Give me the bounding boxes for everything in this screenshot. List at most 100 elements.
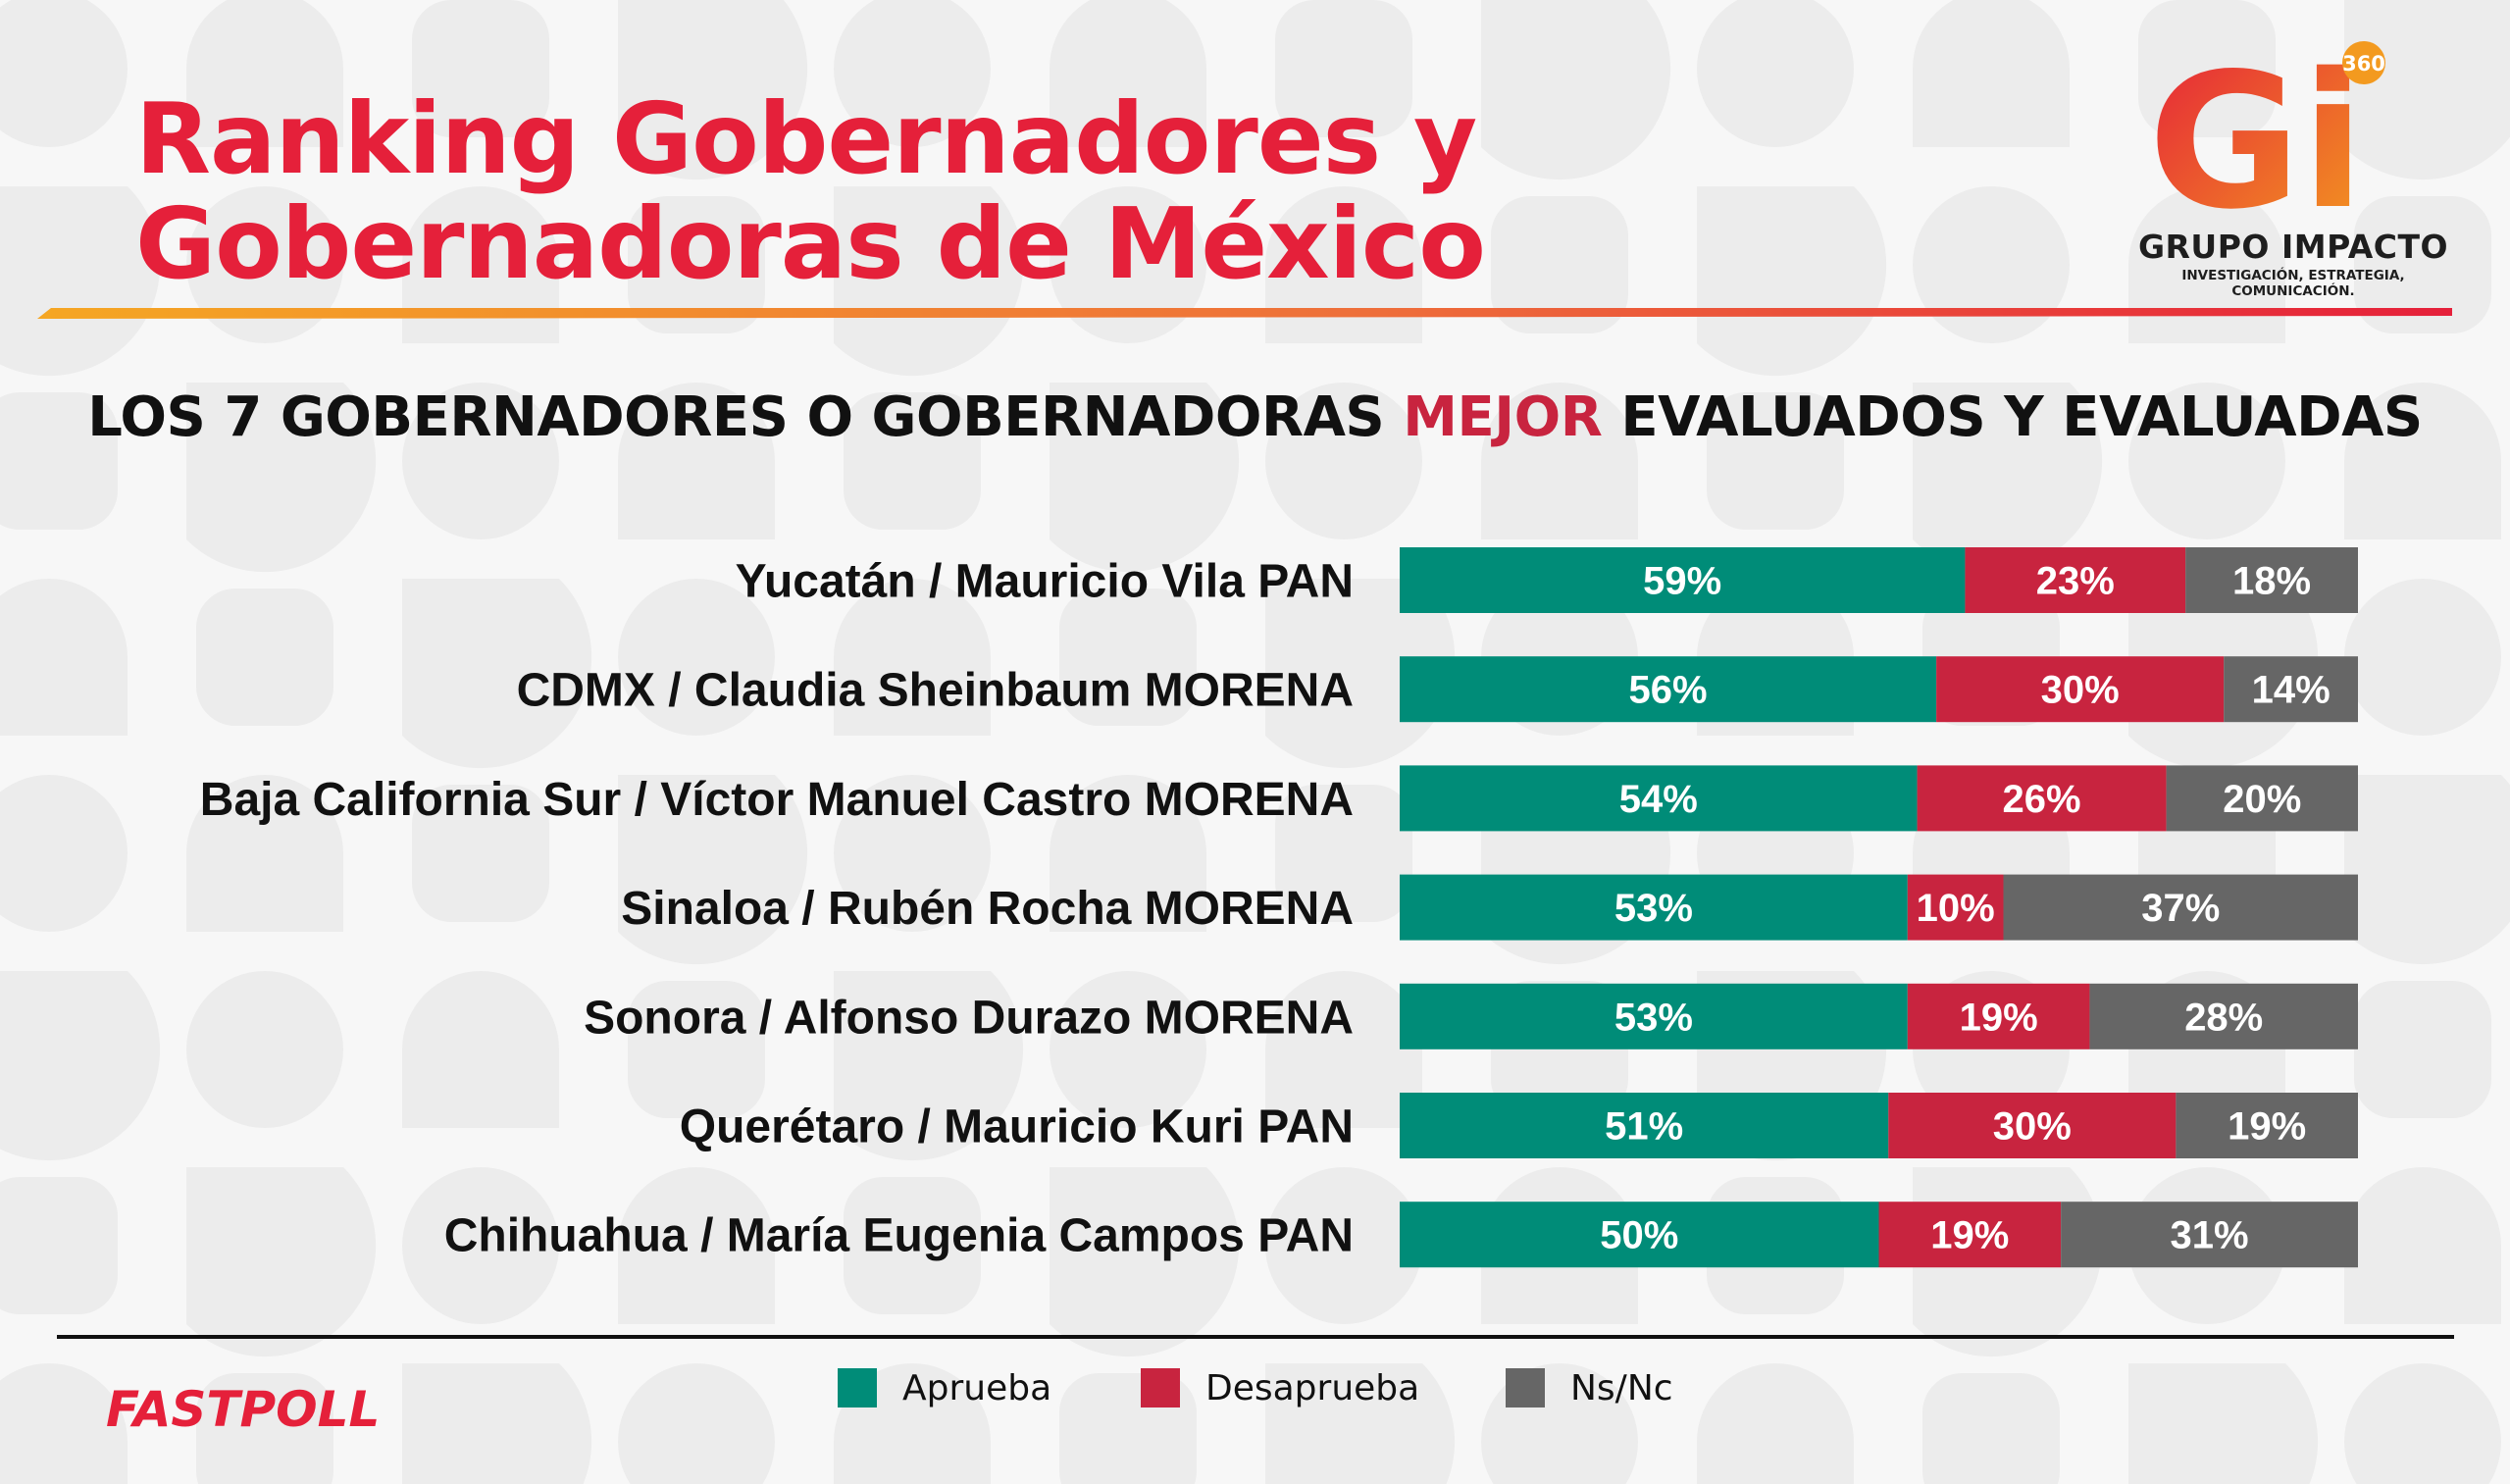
data-label-aprueba: 51% <box>1605 1105 1683 1149</box>
bg-pattern-shape <box>2344 775 2510 965</box>
bg-pattern-shape <box>402 1167 559 1324</box>
legend-item-nsnc: Ns/Nc <box>1506 1366 1673 1409</box>
bg-pattern-shape <box>1913 383 2103 573</box>
category-label: Chihuahua / María Eugenia Campos PAN <box>444 1210 1354 1262</box>
title-line-1: Ranking Gobernadores y <box>135 81 1477 196</box>
bg-pattern-shape <box>0 392 118 530</box>
bg-pattern-shape <box>1913 0 2070 147</box>
subtitle-suffix: EVALUADOS Y EVALUADAS <box>1620 385 2423 449</box>
bg-pattern-shape <box>1913 186 2070 343</box>
data-label-aprueba: 54% <box>1619 778 1698 821</box>
bg-pattern-shape <box>1481 383 1638 539</box>
data-label-nsnc: 14% <box>2252 669 2331 712</box>
legend-label-desaprueba: Desaprueba <box>1205 1367 1420 1408</box>
svg-text:Gi: Gi <box>2148 39 2365 250</box>
bg-pattern-shape <box>2128 186 2285 343</box>
bg-pattern-shape <box>2344 0 2510 180</box>
bg-pattern-shape <box>834 775 991 932</box>
data-label-nsnc: 18% <box>2232 560 2311 603</box>
bar-segment-desaprueba <box>1936 656 2225 723</box>
bg-pattern-shape <box>1265 1363 1456 1484</box>
bg-pattern-shape <box>1050 383 1240 573</box>
category-label: Sinaloa / Rubén Rocha MORENA <box>621 883 1354 935</box>
category-label: CDMX / Claudia Sheinbaum MORENA <box>517 665 1354 717</box>
bg-pattern-shape <box>0 1363 128 1484</box>
bar-segment-nsnc <box>2089 983 2358 1049</box>
data-label-nsnc: 37% <box>2141 887 2220 930</box>
bg-pattern-shape <box>0 1177 118 1314</box>
bg-pattern-shape <box>618 1167 775 1324</box>
bg-pattern-shape <box>834 579 991 736</box>
bg-pattern-shape <box>2344 1167 2501 1324</box>
data-label-nsnc: 19% <box>2228 1105 2306 1149</box>
bg-pattern-shape <box>628 981 765 1118</box>
bg-pattern-shape <box>412 785 549 922</box>
bg-pattern-shape <box>834 186 1024 377</box>
bg-pattern-shape <box>618 1363 775 1484</box>
bar-segment-nsnc <box>2224 656 2358 723</box>
bar-segment-desaprueba <box>1965 547 2186 613</box>
data-label-aprueba: 50% <box>1600 1214 1678 1257</box>
legend-swatch-desaprueba <box>1141 1368 1180 1407</box>
bg-pattern-shape <box>618 0 808 180</box>
bar-segment-desaprueba <box>1888 1093 2177 1158</box>
bar-segment-aprueba <box>1400 1202 1879 1268</box>
category-label: Sonora / Alfonso Durazo MORENA <box>584 992 1354 1044</box>
bg-pattern-shape <box>1697 1363 1854 1484</box>
bg-pattern-shape <box>1265 186 1422 343</box>
bg-pattern-shape <box>618 775 808 965</box>
bg-pattern-shape <box>1481 0 1671 180</box>
bg-pattern-shape <box>2344 579 2501 736</box>
header-divider <box>37 308 2452 319</box>
data-label-desaprueba: 19% <box>1960 996 2038 1039</box>
bg-pattern-shape <box>196 1373 333 1484</box>
bg-pattern-shape <box>0 0 128 147</box>
legend-swatch-nsnc <box>1506 1368 1545 1407</box>
logo-company-name: GRUPO IMPACTO <box>2137 228 2449 266</box>
grupo-impacto-logo: Gi 360 <box>2148 39 2385 250</box>
bar-segment-nsnc <box>2166 765 2358 832</box>
bg-pattern-shape <box>402 579 592 769</box>
bg-pattern-shape <box>1275 785 1412 922</box>
category-label: Querétaro / Mauricio Kuri PAN <box>680 1101 1354 1153</box>
bar-segment-desaprueba <box>1878 1202 2062 1268</box>
data-label-aprueba: 59% <box>1643 560 1721 603</box>
bar-segment-aprueba <box>1400 765 1918 832</box>
bg-pattern-shape <box>2344 1363 2501 1484</box>
data-label-desaprueba: 10% <box>1917 887 1995 930</box>
bg-pattern-shape <box>1491 196 1628 333</box>
bg-pattern-shape <box>618 383 775 539</box>
bg-pattern-shape <box>186 383 377 573</box>
bg-pattern-shape <box>402 186 559 343</box>
bg-pattern-shape <box>1265 971 1422 1128</box>
bg-pattern-shape <box>2344 383 2501 539</box>
bg-pattern-shape <box>0 579 128 736</box>
bar-segment-aprueba <box>1400 1093 1889 1158</box>
data-label-nsnc: 31% <box>2171 1214 2249 1257</box>
bg-pattern-shape <box>412 0 549 137</box>
bg-pattern-shape <box>0 775 128 932</box>
data-label-aprueba: 56% <box>1629 669 1708 712</box>
bar-segment-desaprueba <box>1907 983 2090 1049</box>
bg-pattern-shape <box>844 392 981 530</box>
page-title: Ranking Gobernadores y Gobernadoras de M… <box>135 81 1486 296</box>
bg-pattern-shape <box>834 971 1024 1161</box>
bg-pattern-shape <box>628 196 765 333</box>
data-label-aprueba: 53% <box>1614 887 1693 930</box>
legend-swatch-aprueba <box>838 1368 877 1407</box>
category-label: Yucatán / Mauricio Vila PAN <box>736 556 1354 608</box>
bg-pattern-shape <box>186 775 343 932</box>
bar-segment-desaprueba <box>1917 765 2167 832</box>
subtitle-highlight: MEJOR <box>1403 385 1603 449</box>
bg-pattern-shape <box>1922 1373 2060 1484</box>
bg-pattern-shape <box>0 971 161 1161</box>
bg-pattern-shape <box>2138 0 2276 137</box>
bg-pattern-shape <box>1050 186 1206 343</box>
bg-pattern-shape <box>186 186 343 343</box>
bg-pattern-shape <box>1050 1167 1240 1357</box>
bg-pattern-shape <box>186 0 343 147</box>
bg-pattern-shape <box>1697 0 1854 147</box>
bg-pattern-shape <box>2354 196 2491 333</box>
data-label-nsnc: 20% <box>2223 778 2301 821</box>
bg-pattern-shape <box>186 1167 377 1357</box>
